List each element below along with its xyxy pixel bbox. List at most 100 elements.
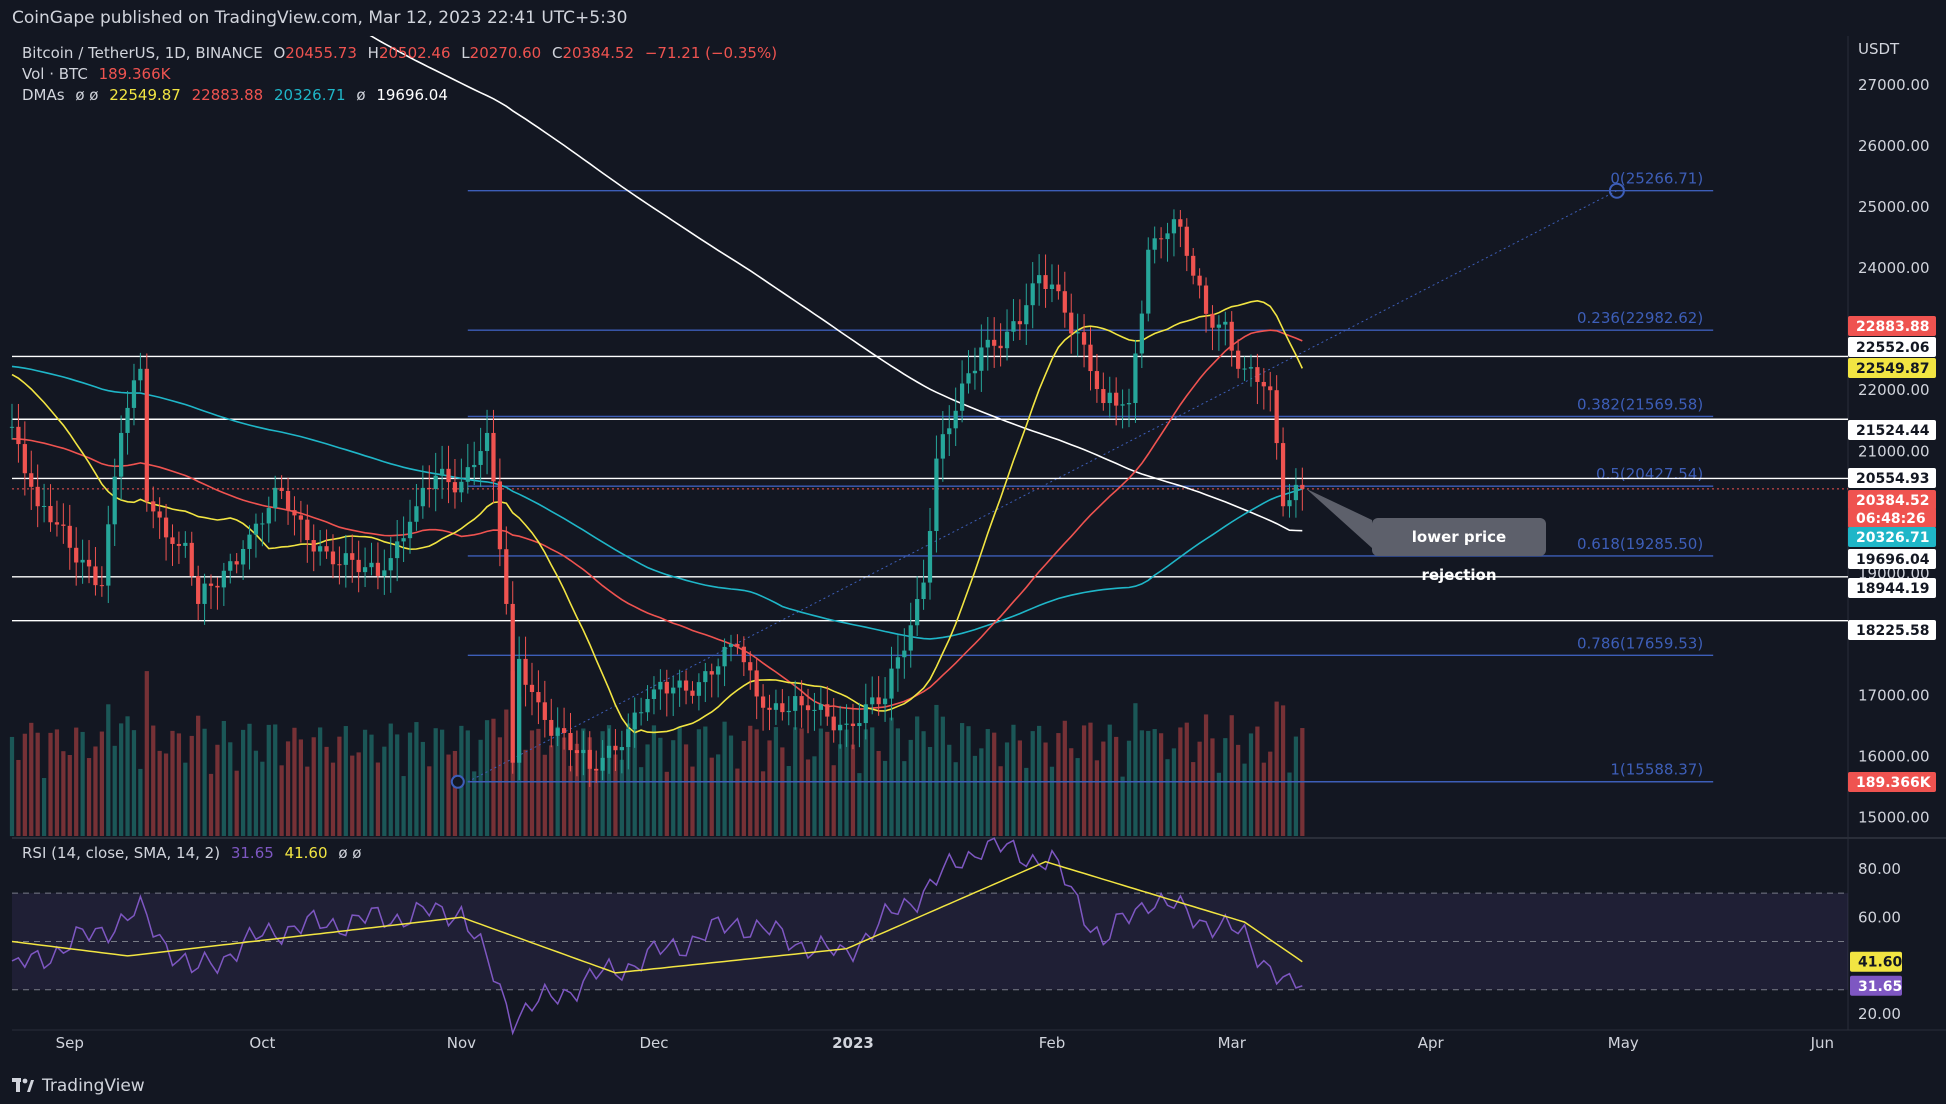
- volume-bar: [240, 729, 246, 836]
- candle-body: [54, 522, 60, 525]
- candle-body: [1261, 381, 1266, 387]
- price-axis-badge-text: 20554.93: [1856, 471, 1930, 487]
- volume-bar: [542, 754, 547, 836]
- candle-body: [940, 434, 945, 459]
- sma-20-line: [11, 299, 1304, 734]
- volume-value: 189.366K: [98, 65, 171, 83]
- volume-bar: [748, 725, 753, 836]
- candle-body: [889, 668, 894, 699]
- volume-bar: [915, 716, 920, 836]
- candle-body: [362, 567, 368, 573]
- sma-100-line: [11, 365, 1303, 640]
- candle-body: [1293, 484, 1299, 501]
- candle-body: [247, 534, 252, 549]
- candle-body: [716, 666, 721, 675]
- volume-bar: [196, 715, 201, 836]
- volume-bar: [947, 744, 952, 836]
- volume-bar: [144, 671, 149, 836]
- volume-bar: [690, 766, 695, 836]
- volume-bar: [1191, 762, 1196, 836]
- candle-body: [696, 682, 702, 696]
- candle-body: [1056, 284, 1061, 292]
- dma-hidden: ø ø: [75, 86, 99, 104]
- candle-body: [99, 585, 104, 587]
- volume-bar: [1126, 740, 1132, 836]
- candle-body: [285, 490, 291, 511]
- dma-value-100: 20326.71: [273, 86, 346, 104]
- volume-bar: [311, 737, 316, 836]
- volume-bar: [350, 755, 355, 836]
- candle-body: [260, 523, 265, 525]
- legend-close: C20384.52: [552, 44, 635, 62]
- volume-bar: [343, 726, 348, 836]
- candle-body: [844, 723, 849, 725]
- candle-body: [324, 546, 329, 552]
- volume-bar: [452, 750, 458, 836]
- candle-body: [651, 689, 657, 699]
- volume-bar: [279, 765, 284, 836]
- candle-body: [703, 671, 708, 683]
- candle-body: [80, 559, 85, 563]
- candle-body: [41, 505, 47, 507]
- annotation-callout[interactable]: lower price rejection: [1372, 518, 1546, 584]
- volume-bar: [658, 737, 663, 836]
- volume-bar: [93, 746, 98, 836]
- candle-body: [805, 705, 811, 711]
- time-tick-label: Feb: [1039, 1034, 1066, 1052]
- volume-bar: [99, 731, 104, 836]
- price-axis-badge: [1848, 527, 1936, 547]
- candle-body: [1300, 484, 1305, 489]
- volume-bar: [1203, 714, 1209, 836]
- candle-body: [882, 698, 888, 705]
- candle-body: [407, 521, 413, 539]
- volume-bar: [285, 741, 291, 836]
- candle-body: [1024, 305, 1029, 325]
- candle-body: [825, 704, 830, 717]
- candle-body: [318, 546, 323, 552]
- sma-50-line: [11, 329, 1303, 710]
- volume-bar: [934, 704, 939, 836]
- rsi-axis-badge-text: 31.65: [1858, 979, 1902, 995]
- candle-body: [1242, 368, 1247, 370]
- volume-bar: [1004, 742, 1010, 836]
- candle-body: [22, 444, 27, 474]
- volume-bar: [825, 731, 830, 836]
- volume-bar: [985, 729, 990, 836]
- volume-bar: [876, 750, 881, 836]
- candle-body: [773, 703, 779, 710]
- volume-bar: [439, 729, 445, 836]
- volume-bar: [921, 731, 926, 836]
- candle-body: [305, 519, 310, 541]
- candle-body: [799, 696, 804, 706]
- candle-body: [388, 558, 393, 571]
- volume-legend: Vol · BTC 189.366K: [22, 65, 176, 83]
- volume-bar: [683, 744, 689, 836]
- candle-body: [433, 475, 438, 490]
- volume-bar: [1062, 720, 1067, 836]
- price-axis-badge-text: 18944.19: [1856, 581, 1930, 597]
- candle-body: [1126, 403, 1132, 405]
- volume-bar: [292, 727, 297, 836]
- candle-body: [683, 680, 689, 691]
- fib-anchor-end: [1608, 182, 1625, 199]
- candle-body: [375, 562, 381, 576]
- candle-body: [273, 487, 278, 509]
- rsi-line: [11, 837, 1303, 1036]
- volume-bar: [369, 734, 374, 836]
- candle-body: [279, 487, 284, 491]
- price-axis-unit: USDT: [1858, 40, 1900, 58]
- candle-body: [510, 603, 515, 763]
- volume-bar: [472, 771, 477, 836]
- candle-body: [767, 707, 772, 710]
- price-pane: [12, 36, 1848, 836]
- candle-body: [1197, 275, 1202, 286]
- volume-bar: [298, 739, 303, 836]
- volume-bar: [61, 751, 66, 836]
- candle-body: [1139, 313, 1144, 354]
- price-tick-label: 17000.00: [1858, 687, 1930, 705]
- volume-bar: [696, 729, 702, 836]
- volume-bar: [138, 768, 143, 836]
- candle-body: [1191, 255, 1196, 276]
- candle-body: [472, 464, 477, 468]
